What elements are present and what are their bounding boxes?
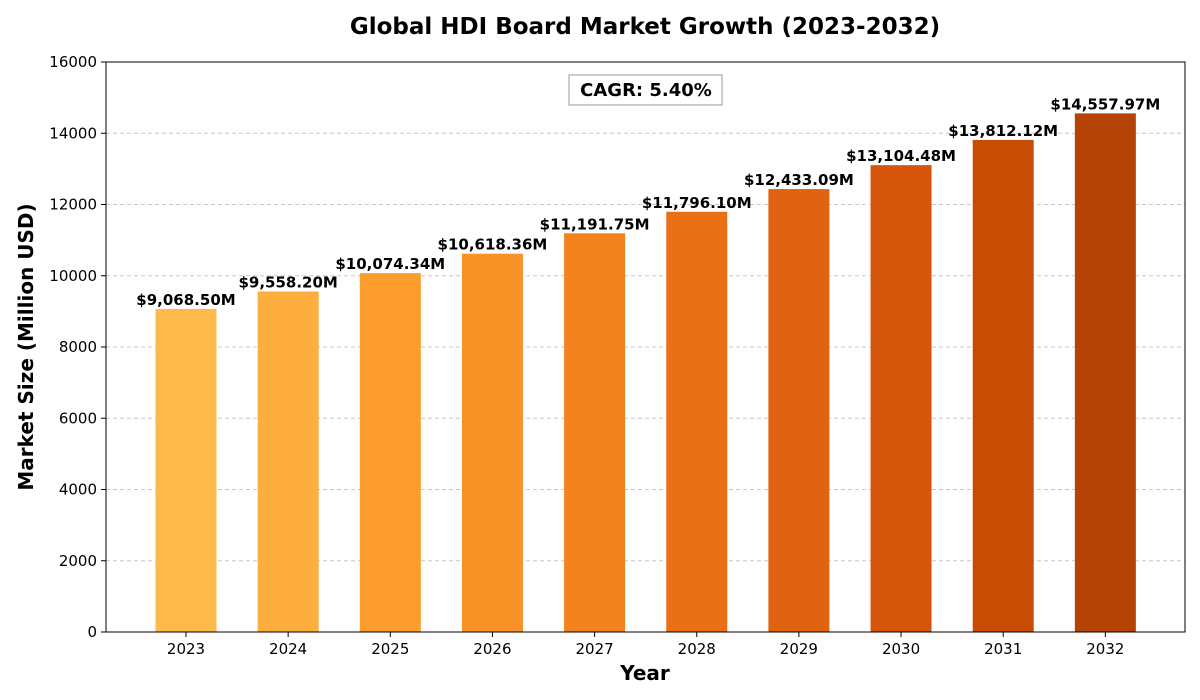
cagr-annotation: CAGR: 5.40%	[568, 74, 723, 106]
bar-2032	[1074, 113, 1136, 633]
data-label-2032: $14,557.97M	[1050, 95, 1160, 113]
x-axis-label: Year	[619, 661, 670, 685]
data-label-2024: $9,558.20M	[238, 273, 337, 291]
y-tick-label: 0	[87, 623, 97, 641]
data-label-2023: $9,068.50M	[136, 291, 235, 309]
x-tick-label: 2030	[882, 640, 920, 658]
cagr-text: CAGR: 5.40%	[580, 80, 712, 101]
x-tick-label: 2027	[576, 640, 614, 658]
y-tick-label: 2000	[59, 552, 97, 570]
bar-2027	[564, 233, 626, 633]
x-tick-label: 2031	[984, 640, 1022, 658]
bar-2031	[972, 139, 1034, 632]
y-tick-label: 16000	[49, 53, 97, 71]
x-tick-label: 2025	[371, 640, 409, 658]
data-label-2025: $10,074.34M	[335, 255, 445, 273]
y-tick-label: 6000	[59, 409, 97, 427]
data-label-2030: $13,104.48M	[846, 147, 956, 165]
x-tick-label: 2023	[167, 640, 205, 658]
data-label-2031: $13,812.12M	[948, 122, 1058, 140]
x-tick-label: 2024	[269, 640, 307, 658]
data-label-2027: $11,191.75M	[540, 215, 650, 233]
y-tick-label: 10000	[49, 267, 97, 285]
data-label-2026: $10,618.36M	[438, 236, 548, 254]
y-axis-label: Market Size (Million USD)	[14, 203, 38, 490]
x-tick-label: 2026	[473, 640, 511, 658]
bar-2023	[155, 308, 217, 632]
bar-2026	[461, 253, 523, 632]
data-label-2028: $11,796.10M	[642, 194, 752, 212]
data-label-2029: $12,433.09M	[744, 171, 854, 189]
y-tick-label: 12000	[49, 196, 97, 214]
bar-2028	[666, 211, 728, 633]
y-tick-label: 14000	[49, 124, 97, 142]
x-tick-label: 2028	[678, 640, 716, 658]
x-tick-label: 2032	[1086, 640, 1124, 658]
y-tick-label: 8000	[59, 338, 97, 356]
bar-2025	[359, 273, 421, 632]
x-tick-label: 2029	[780, 640, 818, 658]
bar-2029	[768, 189, 830, 632]
y-tick-label: 4000	[59, 481, 97, 499]
bar-2030	[870, 165, 932, 632]
bar-2024	[257, 291, 319, 632]
chart-title: Global HDI Board Market Growth (2023-203…	[350, 14, 940, 40]
